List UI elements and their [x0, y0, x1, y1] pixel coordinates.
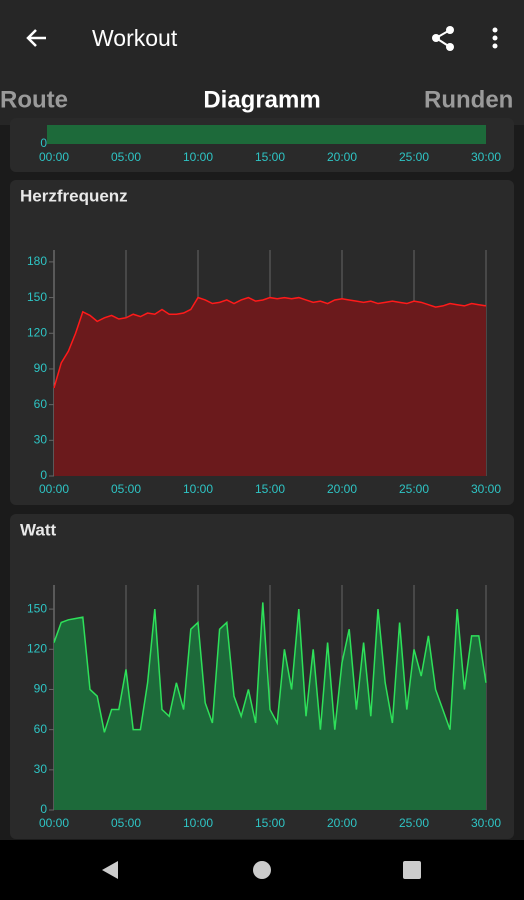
x-tick-label: 25:00 — [399, 150, 429, 164]
chart-title: Watt — [20, 520, 57, 539]
x-tick-label: 25:00 — [399, 816, 429, 830]
back-button[interactable] — [26, 29, 46, 47]
line — [53, 602, 487, 733]
x-tick-label: 25:00 — [399, 482, 429, 496]
x-tick-label: 00:00 — [39, 482, 69, 496]
app-title: Workout — [92, 25, 178, 51]
x-tick-label: 30:00 — [471, 816, 501, 830]
share-button[interactable] — [432, 26, 454, 51]
y-tick-label: 180 — [27, 254, 47, 268]
y-tick-label: 90 — [34, 682, 48, 696]
nav-back[interactable] — [102, 861, 118, 879]
x-tick-label: 10:00 — [183, 482, 213, 496]
x-tick-label: 10:00 — [183, 816, 213, 830]
chart-title: Herzfrequenz — [20, 186, 128, 205]
y-tick-label: 150 — [27, 601, 47, 615]
x-tick-label: 00:00 — [39, 150, 69, 164]
area-fill — [54, 297, 486, 476]
line — [53, 296, 487, 389]
x-tick-label: 30:00 — [471, 482, 501, 496]
y-tick-label: 60 — [34, 397, 48, 411]
y-tick-label: 150 — [27, 290, 47, 304]
y-tick-label: 30 — [34, 432, 48, 446]
menu-button[interactable] — [492, 27, 498, 49]
y-tick-label: 30 — [34, 762, 48, 776]
y-tick-label: 90 — [34, 361, 48, 375]
y-tick-label: 0 — [40, 802, 47, 816]
tab[interactable]: Diagramm — [203, 86, 320, 113]
y-tick-label: 120 — [27, 641, 47, 655]
tab[interactable]: Route — [0, 86, 68, 113]
area-fill — [47, 125, 486, 144]
x-tick-label: 20:00 — [327, 816, 357, 830]
x-tick-label: 15:00 — [255, 482, 285, 496]
y-tick-label: 60 — [34, 722, 48, 736]
x-tick-label: 30:00 — [471, 150, 501, 164]
nav-recents[interactable] — [403, 861, 421, 879]
x-tick-label: 00:00 — [39, 816, 69, 830]
x-tick-label: 20:00 — [327, 482, 357, 496]
y-tick-label: 120 — [27, 325, 47, 339]
x-tick-label: 20:00 — [327, 150, 357, 164]
y-tick-label: 0 — [40, 136, 47, 150]
x-tick-label: 05:00 — [111, 816, 141, 830]
tab[interactable]: Runden — [424, 86, 513, 113]
x-tick-label: 10:00 — [183, 150, 213, 164]
y-tick-label: 0 — [40, 468, 47, 482]
x-tick-label: 15:00 — [255, 816, 285, 830]
area-fill — [54, 602, 486, 810]
x-tick-label: 05:00 — [111, 482, 141, 496]
app-bar — [0, 0, 524, 125]
x-tick-label: 15:00 — [255, 150, 285, 164]
nav-home[interactable] — [253, 861, 271, 879]
x-tick-label: 05:00 — [111, 150, 141, 164]
